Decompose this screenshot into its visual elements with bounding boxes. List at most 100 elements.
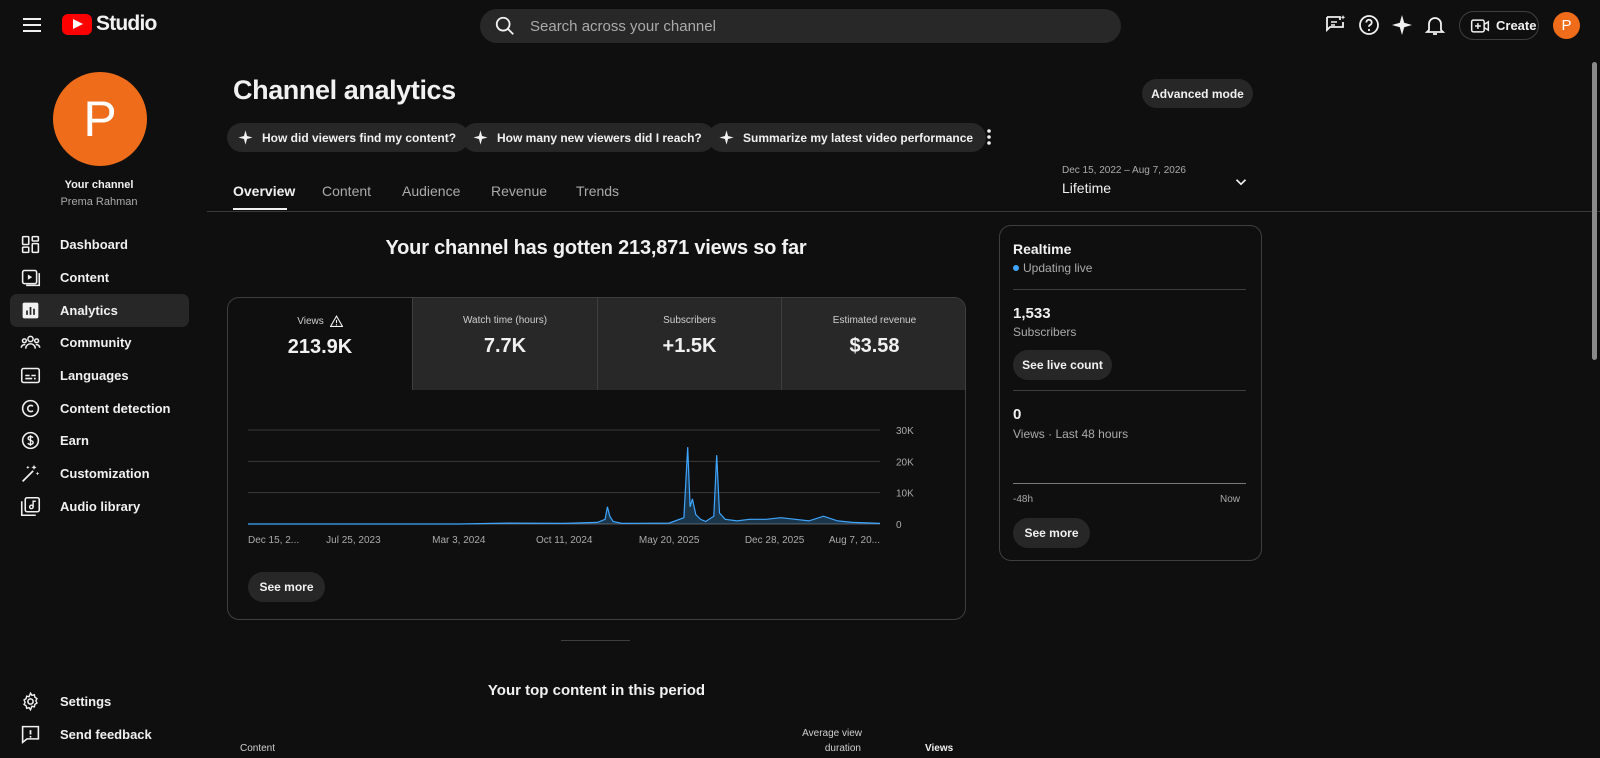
x-tick-label: Aug 7, 20... bbox=[829, 535, 880, 546]
metric-subscribers[interactable]: Subscribers +1.5K bbox=[598, 298, 781, 390]
sidebar-item-send-feedback[interactable]: Send feedback bbox=[10, 718, 189, 751]
create-video-icon bbox=[1470, 18, 1490, 33]
metric-watch-time[interactable]: Watch time (hours) 7.7K bbox=[413, 298, 597, 390]
sidebar-item-label: Languages bbox=[60, 368, 129, 383]
column-header-avg-duration-1[interactable]: Average view bbox=[802, 728, 862, 739]
your-channel-label: Your channel bbox=[64, 179, 134, 191]
metric-label: Views bbox=[297, 315, 324, 327]
y-tick-label: 0 bbox=[896, 520, 902, 531]
realtime-card: Realtime Updating live 1,533 Subscribers… bbox=[999, 225, 1262, 561]
magic-wand-icon bbox=[22, 464, 40, 482]
metrics-chart-card: Views 213.9K Watch time (hours) 7.7K Sub… bbox=[227, 297, 966, 620]
analytics-icon bbox=[22, 302, 39, 319]
copyright-icon bbox=[21, 399, 40, 418]
sparkle-icon bbox=[238, 130, 253, 145]
realtime-views-count: 0 bbox=[1013, 406, 1022, 423]
realtime-divider bbox=[1013, 390, 1246, 391]
sidebar-item-audio-library[interactable]: Audio library bbox=[10, 490, 189, 523]
metric-separator bbox=[781, 298, 782, 390]
create-button[interactable]: Create bbox=[1459, 11, 1539, 40]
x-tick-label: Dec 28, 2025 bbox=[745, 535, 805, 546]
tab-overview[interactable]: Overview bbox=[233, 183, 296, 199]
bell-icon[interactable] bbox=[1423, 13, 1447, 37]
realtime-axis-end: Now bbox=[1220, 494, 1241, 505]
create-label: Create bbox=[1496, 18, 1537, 33]
date-period-label[interactable]: Lifetime bbox=[1062, 180, 1112, 196]
content-icon bbox=[21, 269, 41, 287]
tab-audience[interactable]: Audience bbox=[402, 183, 461, 199]
sidebar-item-dashboard[interactable]: Dashboard bbox=[10, 228, 189, 261]
channel-avatar[interactable]: P bbox=[53, 72, 147, 166]
help-icon[interactable] bbox=[1357, 13, 1381, 37]
sidebar-item-earn[interactable]: Earn bbox=[10, 424, 189, 457]
see-more-button[interactable]: See more bbox=[248, 572, 325, 602]
x-tick-label: Mar 3, 2024 bbox=[432, 535, 486, 546]
search-bar[interactable] bbox=[480, 9, 1121, 43]
account-avatar[interactable]: P bbox=[1553, 12, 1580, 39]
sparkle-icon[interactable] bbox=[1390, 13, 1414, 37]
tabs-divider bbox=[207, 211, 1600, 212]
suggestion-chip[interactable]: How did viewers find my content? bbox=[227, 123, 470, 152]
top-content-title: Your top content in this period bbox=[487, 682, 706, 699]
realtime-subscribers-label: Subscribers bbox=[1013, 325, 1077, 339]
sidebar-item-label: Content bbox=[60, 270, 110, 285]
sidebar-item-community[interactable]: Community bbox=[10, 326, 189, 359]
sidebar-item-label: Content detection bbox=[60, 401, 171, 416]
realtime-views-label: Views · Last 48 hours bbox=[1013, 427, 1129, 441]
suggestion-chip[interactable]: How many new viewers did I reach? bbox=[462, 123, 715, 152]
live-status: Updating live bbox=[1013, 261, 1092, 275]
sidebar-item-customization[interactable]: Customization bbox=[10, 457, 189, 490]
y-tick-label: 30K bbox=[896, 426, 914, 437]
sidebar-item-label: Audio library bbox=[60, 499, 141, 514]
community-icon bbox=[20, 335, 41, 349]
realtime-see-more-button[interactable]: See more bbox=[1013, 518, 1090, 548]
realtime-title: Realtime bbox=[1013, 241, 1072, 257]
column-header-avg-duration-2[interactable]: duration bbox=[824, 743, 861, 754]
dollar-icon bbox=[21, 431, 40, 450]
x-tick-label: Dec 15, 2... bbox=[248, 535, 299, 546]
warning-icon[interactable] bbox=[329, 315, 343, 327]
feedback-chat-icon[interactable] bbox=[1323, 13, 1347, 37]
see-live-count-button[interactable]: See live count bbox=[1013, 350, 1112, 380]
metric-value: $3.58 bbox=[849, 335, 900, 357]
menu-icon[interactable] bbox=[20, 13, 44, 37]
sidebar-item-content-detection[interactable]: Content detection bbox=[10, 392, 189, 425]
suggestion-chip[interactable]: Summarize my latest video performance bbox=[708, 123, 987, 152]
section-divider bbox=[561, 640, 630, 641]
sidebar-item-content[interactable]: Content bbox=[10, 261, 189, 294]
sidebar-item-settings[interactable]: Settings bbox=[10, 685, 189, 718]
tab-content[interactable]: Content bbox=[322, 183, 372, 199]
sidebar-item-label: Customization bbox=[60, 466, 150, 481]
date-range[interactable]: Dec 15, 2022 – Aug 7, 2026 bbox=[1062, 165, 1186, 176]
sidebar-item-languages[interactable]: Languages bbox=[10, 359, 189, 392]
realtime-axis-start: -48h bbox=[1013, 494, 1034, 505]
x-tick-label: Oct 11, 2024 bbox=[536, 535, 593, 546]
live-status-text: Updating live bbox=[1023, 261, 1093, 275]
search-icon bbox=[495, 16, 514, 35]
series-line bbox=[248, 447, 881, 525]
sidebar-item-analytics[interactable]: Analytics bbox=[10, 294, 189, 327]
tab-trends[interactable]: Trends bbox=[576, 183, 620, 199]
youtube-logo-icon bbox=[62, 13, 92, 35]
metric-estimated-revenue[interactable]: Estimated revenue $3.58 bbox=[782, 298, 965, 390]
audio-library-icon bbox=[20, 496, 41, 517]
page-scrollbar[interactable] bbox=[1592, 62, 1597, 360]
metric-separator bbox=[597, 298, 598, 390]
metric-label: Watch time (hours) bbox=[462, 315, 548, 326]
sparkle-icon bbox=[473, 130, 488, 145]
advanced-mode-button[interactable]: Advanced mode bbox=[1142, 79, 1253, 108]
realtime-baseline bbox=[1013, 483, 1246, 484]
column-header-views[interactable]: Views bbox=[925, 743, 954, 754]
tab-revenue[interactable]: Revenue bbox=[491, 183, 548, 199]
metric-views[interactable]: Views 213.9K bbox=[228, 298, 412, 390]
metric-label: Subscribers bbox=[663, 315, 716, 326]
chevron-down-icon[interactable] bbox=[1232, 173, 1250, 191]
more-options-icon[interactable] bbox=[980, 126, 998, 148]
chip-label: How did viewers find my content? bbox=[262, 130, 457, 145]
x-tick-label: Jul 25, 2023 bbox=[326, 535, 381, 546]
search-input[interactable] bbox=[530, 17, 1090, 35]
chip-label: How many new viewers did I reach? bbox=[497, 130, 702, 145]
column-header-content[interactable]: Content bbox=[240, 743, 276, 754]
studio-logo[interactable]: Studio bbox=[62, 12, 157, 36]
sidebar-item-label: Settings bbox=[60, 694, 112, 709]
